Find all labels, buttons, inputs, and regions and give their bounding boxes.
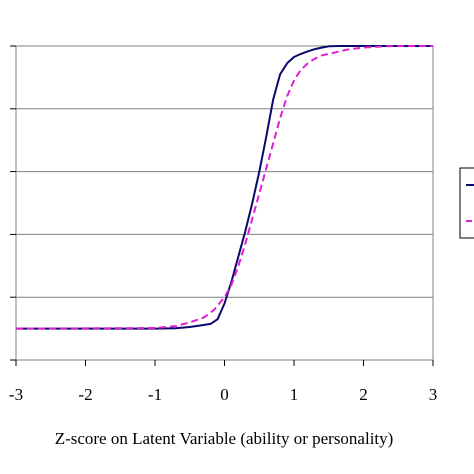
x-tick-label: -1	[148, 385, 162, 404]
x-tick-label: 1	[290, 385, 299, 404]
x-tick-label: 3	[429, 385, 438, 404]
x-axis-tick-labels: -3 -2 -1 0 1 2 3	[9, 360, 437, 404]
y-axis-ticks	[10, 45, 16, 361]
legend	[459, 167, 474, 239]
gridlines	[16, 108, 433, 298]
x-tick-label: -3	[9, 385, 23, 404]
x-axis-title: Z-score on Latent Variable (ability or p…	[55, 429, 394, 448]
series-line-2	[15, 45, 433, 330]
legend-box	[459, 167, 474, 239]
x-tick-label: -2	[78, 385, 92, 404]
plot-area-border	[15, 45, 434, 361]
x-tick-label: 2	[359, 385, 368, 404]
series-layer	[15, 45, 433, 330]
x-tick-label: 0	[220, 385, 229, 404]
series-line-1	[16, 45, 433, 330]
